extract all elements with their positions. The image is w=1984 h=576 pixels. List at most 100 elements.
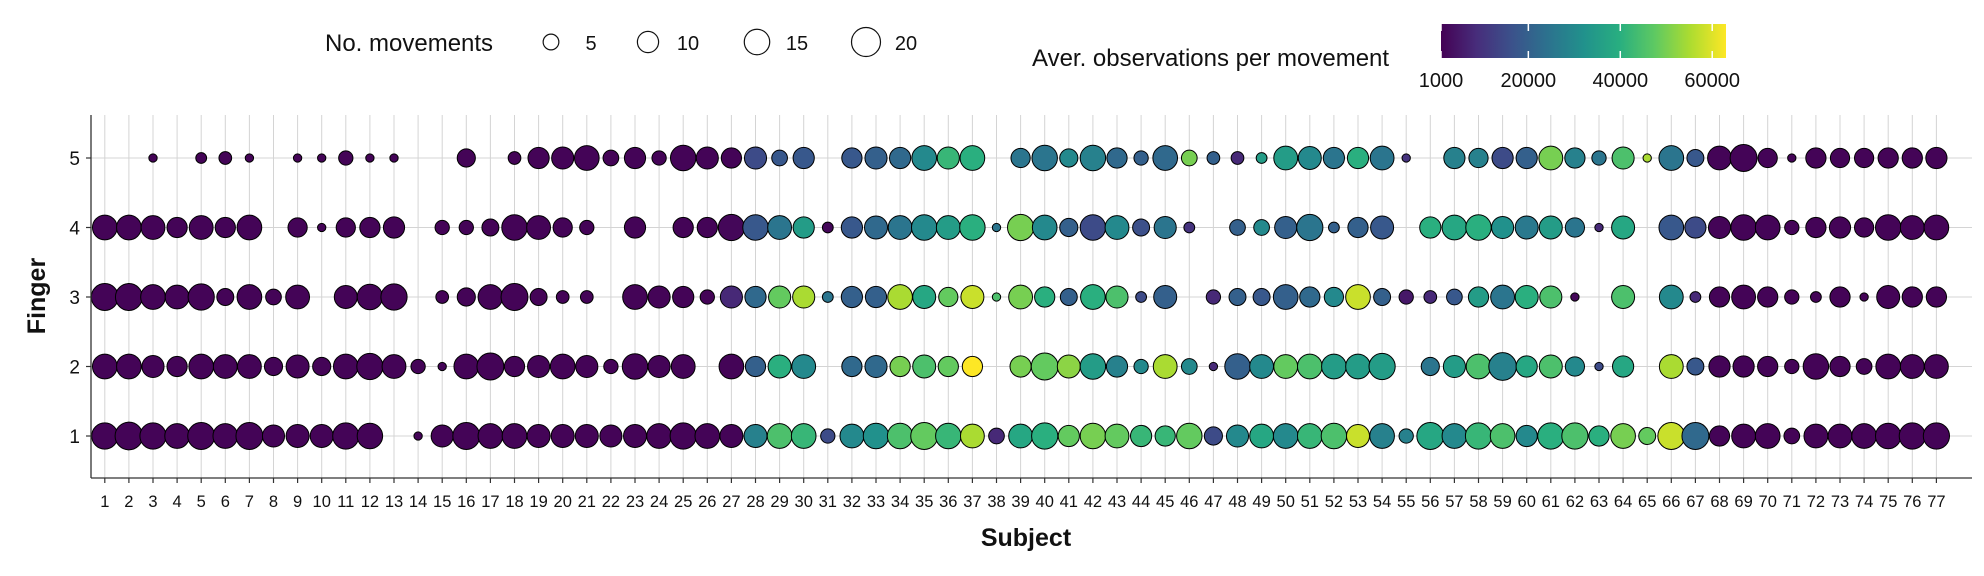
x-tick-label: 32 bbox=[843, 493, 861, 511]
data-point bbox=[694, 423, 721, 449]
data-point bbox=[1104, 215, 1130, 240]
data-point bbox=[1079, 214, 1107, 241]
data-point bbox=[1464, 422, 1493, 450]
data-point bbox=[116, 353, 142, 380]
data-point bbox=[1130, 424, 1153, 448]
x-tick-label: 19 bbox=[529, 493, 547, 511]
x-axis-title: Subject bbox=[981, 524, 1072, 552]
data-point bbox=[187, 422, 216, 450]
data-point bbox=[453, 353, 480, 380]
x-tick-label: 5 bbox=[197, 493, 206, 511]
data-point bbox=[840, 216, 864, 239]
data-point bbox=[1708, 355, 1731, 378]
data-point bbox=[1809, 291, 1822, 303]
data-point bbox=[1273, 354, 1299, 379]
size-legend-label: 10 bbox=[677, 33, 699, 55]
x-tick-label: 36 bbox=[939, 493, 957, 511]
data-point bbox=[187, 283, 215, 311]
data-point bbox=[696, 216, 718, 239]
data-point bbox=[529, 288, 548, 306]
data-point bbox=[1272, 284, 1299, 310]
data-point bbox=[507, 151, 522, 165]
data-point bbox=[672, 285, 695, 309]
data-point bbox=[1827, 423, 1853, 449]
data-point bbox=[500, 283, 529, 311]
data-point bbox=[1875, 353, 1902, 380]
data-point bbox=[410, 358, 426, 375]
data-point bbox=[1851, 423, 1877, 449]
data-point bbox=[332, 422, 360, 450]
data-point bbox=[1610, 423, 1636, 449]
data-point bbox=[1538, 215, 1563, 240]
data-point bbox=[1225, 424, 1250, 448]
data-point bbox=[1370, 215, 1395, 240]
data-point bbox=[1803, 423, 1829, 449]
x-tick-label: 7 bbox=[245, 493, 254, 511]
data-point bbox=[1642, 153, 1652, 163]
data-point bbox=[912, 285, 937, 309]
data-point bbox=[244, 153, 255, 163]
data-point bbox=[1255, 152, 1268, 164]
x-tick-label: 37 bbox=[963, 493, 981, 511]
data-point bbox=[1925, 286, 1948, 308]
data-point bbox=[1079, 144, 1107, 172]
data-point bbox=[287, 217, 308, 238]
data-point bbox=[1133, 150, 1149, 166]
data-point bbox=[1253, 219, 1270, 236]
data-point bbox=[1224, 353, 1251, 380]
data-point bbox=[1855, 358, 1873, 375]
data-point bbox=[1008, 423, 1034, 449]
data-point bbox=[672, 216, 694, 239]
data-point bbox=[1922, 422, 1951, 450]
data-point bbox=[317, 153, 327, 163]
data-point bbox=[1299, 286, 1321, 308]
data-point bbox=[195, 152, 208, 164]
data-point bbox=[1327, 221, 1340, 234]
data-point bbox=[389, 153, 399, 163]
data-point bbox=[236, 284, 263, 310]
data-point bbox=[579, 290, 594, 304]
x-tick-label: 45 bbox=[1156, 493, 1174, 511]
size-legend-label: 20 bbox=[895, 33, 917, 55]
data-point bbox=[91, 353, 118, 380]
data-point bbox=[1538, 145, 1564, 171]
data-point bbox=[1570, 292, 1580, 302]
color-legend-label: 1000 bbox=[1419, 70, 1464, 92]
data-point bbox=[285, 354, 310, 379]
data-point bbox=[574, 424, 599, 448]
y-tick-label: 4 bbox=[69, 219, 80, 240]
data-point bbox=[1515, 355, 1538, 378]
color-legend-title: Aver. observations per movement bbox=[1032, 45, 1389, 72]
data-point bbox=[1104, 423, 1130, 449]
x-tick-label: 31 bbox=[819, 493, 837, 511]
y-tick-label: 5 bbox=[69, 149, 80, 170]
size-legend-label: 5 bbox=[585, 33, 596, 55]
x-tick-label: 60 bbox=[1518, 493, 1536, 511]
data-point bbox=[1731, 284, 1757, 310]
data-point bbox=[1707, 145, 1732, 171]
data-point bbox=[744, 285, 767, 309]
size-legend-key bbox=[743, 28, 771, 56]
data-point bbox=[910, 422, 939, 450]
x-tick-label: 70 bbox=[1759, 493, 1777, 511]
size-legend-key bbox=[542, 33, 560, 51]
data-point bbox=[841, 355, 863, 378]
data-point bbox=[1321, 353, 1347, 380]
data-point bbox=[1899, 215, 1925, 240]
data-point bbox=[526, 215, 552, 240]
data-point bbox=[1467, 286, 1490, 308]
data-point bbox=[961, 355, 984, 378]
data-point bbox=[573, 145, 600, 171]
data-point bbox=[1730, 214, 1757, 241]
data-point bbox=[792, 146, 815, 170]
data-point bbox=[1056, 354, 1081, 379]
data-point bbox=[1030, 352, 1059, 381]
data-point bbox=[312, 356, 332, 377]
data-point bbox=[1538, 354, 1563, 379]
x-tick-label: 73 bbox=[1831, 493, 1849, 511]
data-point bbox=[1105, 355, 1129, 378]
data-point bbox=[1684, 216, 1707, 239]
data-point bbox=[1443, 146, 1466, 170]
x-tick-label: 8 bbox=[269, 493, 278, 511]
